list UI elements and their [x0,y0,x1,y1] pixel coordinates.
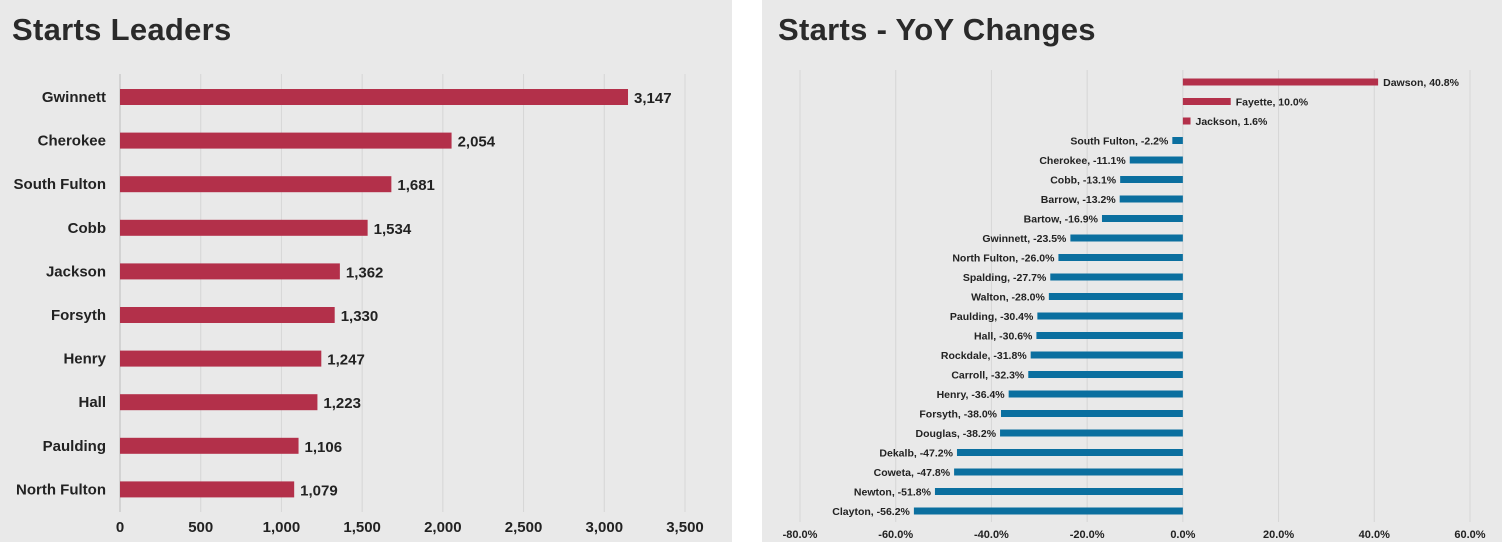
data-label: North Fulton, -26.0% [952,253,1055,265]
x-tick-label: 1,000 [263,519,301,536]
data-label: Bartow, -16.9% [1024,214,1099,226]
bar [120,437,299,454]
category-label: Gwinnett [42,89,106,106]
x-tick-label: 500 [188,519,213,536]
bar [956,449,1183,456]
bar [1119,195,1183,203]
data-label: Cobb, -13.1% [1050,175,1117,187]
category-label: South Fulton [14,176,106,193]
bar [120,350,322,367]
bar [1182,78,1379,86]
category-label: Hall [78,394,106,411]
x-tick-label: -60.0% [878,529,913,541]
data-label: Newton, -51.8% [854,487,932,499]
bar [120,307,335,323]
data-label: Spalding, -27.7% [963,272,1047,284]
yoy-changes-chart: -80.0% -60.0% -40.0% -20.0% 0.0% 20.0% 40.0% 60… [783,70,1486,541]
data-label: Cherokee, -11.1% [1039,155,1126,167]
bar [934,488,1183,495]
x-tick-label: -80.0% [783,529,818,541]
chart-title: Starts - YoY Changes [778,12,1096,47]
x-tick-label: 2,500 [505,519,543,536]
bar [120,394,318,411]
category-label: Paulding [43,438,106,455]
data-label: South Fulton, -2.2% [1070,136,1169,148]
x-tick-label: 2,000 [424,519,462,536]
bar [1070,234,1183,242]
value-label: 1,681 [397,177,435,194]
value-label: 1,330 [341,308,379,325]
data-label: Rockdale, -31.8% [941,350,1027,362]
bar [120,263,340,280]
data-label: Henry, -36.4% [937,389,1006,401]
bar [1048,293,1183,300]
value-label: 1,106 [305,439,343,456]
x-tick-label: 20.0% [1263,529,1294,541]
bar [1182,98,1231,105]
data-label: Hall, -30.6% [974,331,1033,343]
category-label: Jackson [46,263,106,280]
x-tick-label: -20.0% [1070,529,1105,541]
data-label: Forsyth, -38.0% [919,409,997,421]
x-tick-label: 0.0% [1170,529,1195,541]
data-label: Walton, -28.0% [971,292,1045,304]
x-tick-label: 1,500 [343,519,381,536]
bar [1000,429,1183,437]
x-tick-label: 60.0% [1454,529,1485,541]
data-label: Dawson, 40.8% [1383,77,1460,89]
data-label: Fayette, 10.0% [1236,97,1309,109]
bar [1120,176,1183,183]
value-label: 1,079 [300,482,338,499]
value-label: 1,223 [323,395,361,412]
data-label: Douglas, -38.2% [916,428,997,440]
bar [1172,137,1183,144]
data-label: Coweta, -47.8% [874,467,951,479]
bar [1129,156,1183,164]
category-label: Forsyth [51,307,106,324]
bar [1008,390,1183,398]
category-label: Cobb [68,220,106,237]
bar [120,89,629,105]
bar [1001,410,1183,417]
category-label: Henry [63,351,106,368]
data-label: Paulding, -30.4% [950,311,1034,323]
bar [1182,117,1191,125]
starts-leaders-chart: 0 500 1,000 1,500 2,000 2,500 3,000 3,500 Gwinne… [14,74,704,536]
yoy-changes-panel: Starts - YoY Changes -80.0% -60.0% -40.0% -… [762,0,1502,542]
bar [1058,254,1183,261]
data-label: Barrow, -13.2% [1041,194,1117,206]
x-tick-label: 40.0% [1359,529,1390,541]
bar [1037,312,1183,320]
bar [120,132,452,149]
bar [913,507,1183,515]
value-label: 3,147 [634,90,672,107]
data-label: Jackson, 1.6% [1196,116,1268,128]
category-label: North Fulton [16,481,106,498]
bar [120,219,368,236]
bar [1028,371,1183,378]
data-label: Gwinnett, -23.5% [982,233,1067,245]
value-label: 1,247 [327,352,365,369]
data-label: Clayton, -56.2% [832,506,910,518]
bar [1030,351,1183,359]
x-tick-label: 0 [116,519,124,536]
bar [120,481,295,498]
bar [1050,273,1183,281]
value-label: 1,534 [374,221,412,238]
x-tick-label: 3,500 [666,519,704,536]
bar [954,468,1183,476]
bar [1101,215,1183,222]
bar [120,176,392,193]
chart-title: Starts Leaders [12,12,232,47]
bar [1036,332,1183,339]
starts-leaders-panel: Starts Leaders 0 500 1,000 1,500 2,000 2,500 3… [0,0,732,542]
category-label: Cherokee [38,133,106,150]
data-label: Carroll, -32.3% [951,370,1025,382]
x-tick-label: 3,000 [586,519,624,536]
value-label: 2,054 [458,134,496,151]
x-tick-label: -40.0% [974,529,1009,541]
value-label: 1,362 [346,264,384,281]
data-label: Dekalb, -47.2% [879,448,953,460]
